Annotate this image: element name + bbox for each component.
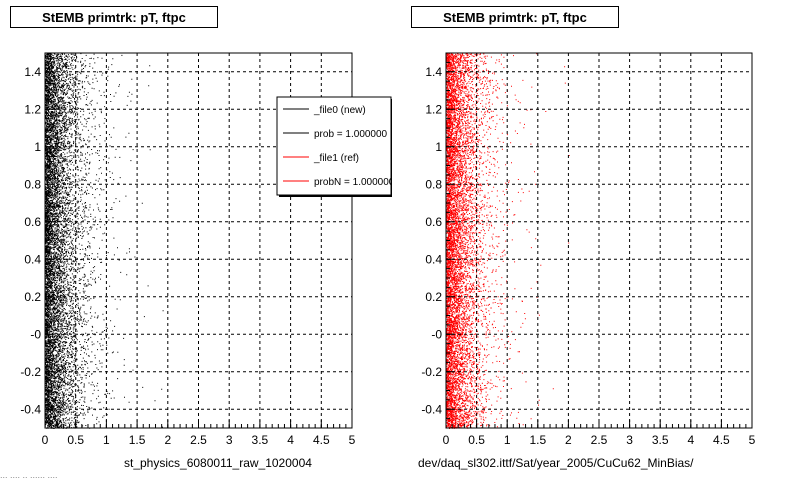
y-tick-label: 0.2	[24, 290, 41, 304]
x-tick-label: 1.5	[529, 433, 546, 447]
x-tick-label: 2.5	[190, 433, 207, 447]
x-tick-label: 4	[687, 433, 694, 447]
y-tick-label: -0.4	[421, 402, 442, 416]
y-tick-label: 0.2	[425, 290, 442, 304]
legend-label-0: _file0 (new)	[313, 105, 366, 116]
y-tick-label: -0.2	[421, 365, 442, 379]
x-tick-label: 1	[103, 433, 110, 447]
y-tick-label: 1	[34, 140, 41, 154]
x-tick-label: 4.5	[713, 433, 730, 447]
y-tick-label: 0.8	[24, 177, 41, 191]
x-tick-label: 0	[42, 433, 49, 447]
y-tick-label: -0.2	[20, 365, 41, 379]
x-tick-label: 3	[226, 433, 233, 447]
x-tick-label: 0.5	[468, 433, 485, 447]
legend-clip	[392, 96, 404, 199]
x-tick-label: 4	[287, 433, 294, 447]
y-tick-label: -0	[30, 327, 41, 341]
x-tick-label: 0	[443, 433, 450, 447]
y-tick-label: 1.4	[24, 65, 41, 79]
x-tick-label: 2	[565, 433, 572, 447]
legend-label-2: _file1 (ref)	[313, 153, 359, 164]
x-tick-label: 0.5	[67, 433, 84, 447]
y-tick-label: -0	[431, 327, 442, 341]
x-tick-label: 5	[349, 433, 356, 447]
x-tick-label: 3	[626, 433, 633, 447]
scatter-markers	[446, 53, 570, 429]
y-tick-label: 0.6	[425, 215, 442, 229]
footer-text: ... .... .. ...... ....	[0, 470, 58, 480]
y-tick-label: 0.4	[425, 252, 442, 266]
legend-box	[276, 96, 392, 196]
x-tick-label: 1.5	[129, 433, 146, 447]
panel-title-right: StEMB primtrk: pT, ftpc	[411, 6, 619, 28]
scatter-points-1	[446, 53, 570, 429]
y-tick-label: 1	[435, 140, 442, 154]
x-axis-title-left: st_physics_6080011_raw_1020004	[124, 456, 312, 470]
x-tick-label: 4.5	[313, 433, 330, 447]
y-tick-label: 1.4	[425, 65, 442, 79]
x-tick-label: 3.5	[252, 433, 269, 447]
legend-label-1: prob = 1.000000	[314, 129, 388, 140]
y-tick-label: 0.8	[425, 177, 442, 191]
scatter-markers	[45, 53, 164, 429]
y-tick-label: 1.2	[425, 102, 442, 116]
y-tick-label: 0.6	[24, 215, 41, 229]
x-axis-title-right: dev/daq_sl302.ittf/Sat/year_2005/CuCu62_…	[418, 456, 694, 470]
y-tick-label: 1.2	[24, 102, 41, 116]
x-tick-label: 2.5	[591, 433, 608, 447]
x-tick-label: 3.5	[652, 433, 669, 447]
y-tick-label: -0.4	[20, 402, 41, 416]
x-tick-label: 2	[164, 433, 171, 447]
x-tick-label: 1	[504, 433, 511, 447]
y-tick-label: 0.4	[24, 252, 41, 266]
x-tick-label: 5	[749, 433, 756, 447]
scatter-points-0	[45, 53, 164, 429]
legend-label-3: probN = 1.000000	[314, 177, 395, 188]
panel-title-left: StEMB primtrk: pT, ftpc	[10, 6, 218, 28]
